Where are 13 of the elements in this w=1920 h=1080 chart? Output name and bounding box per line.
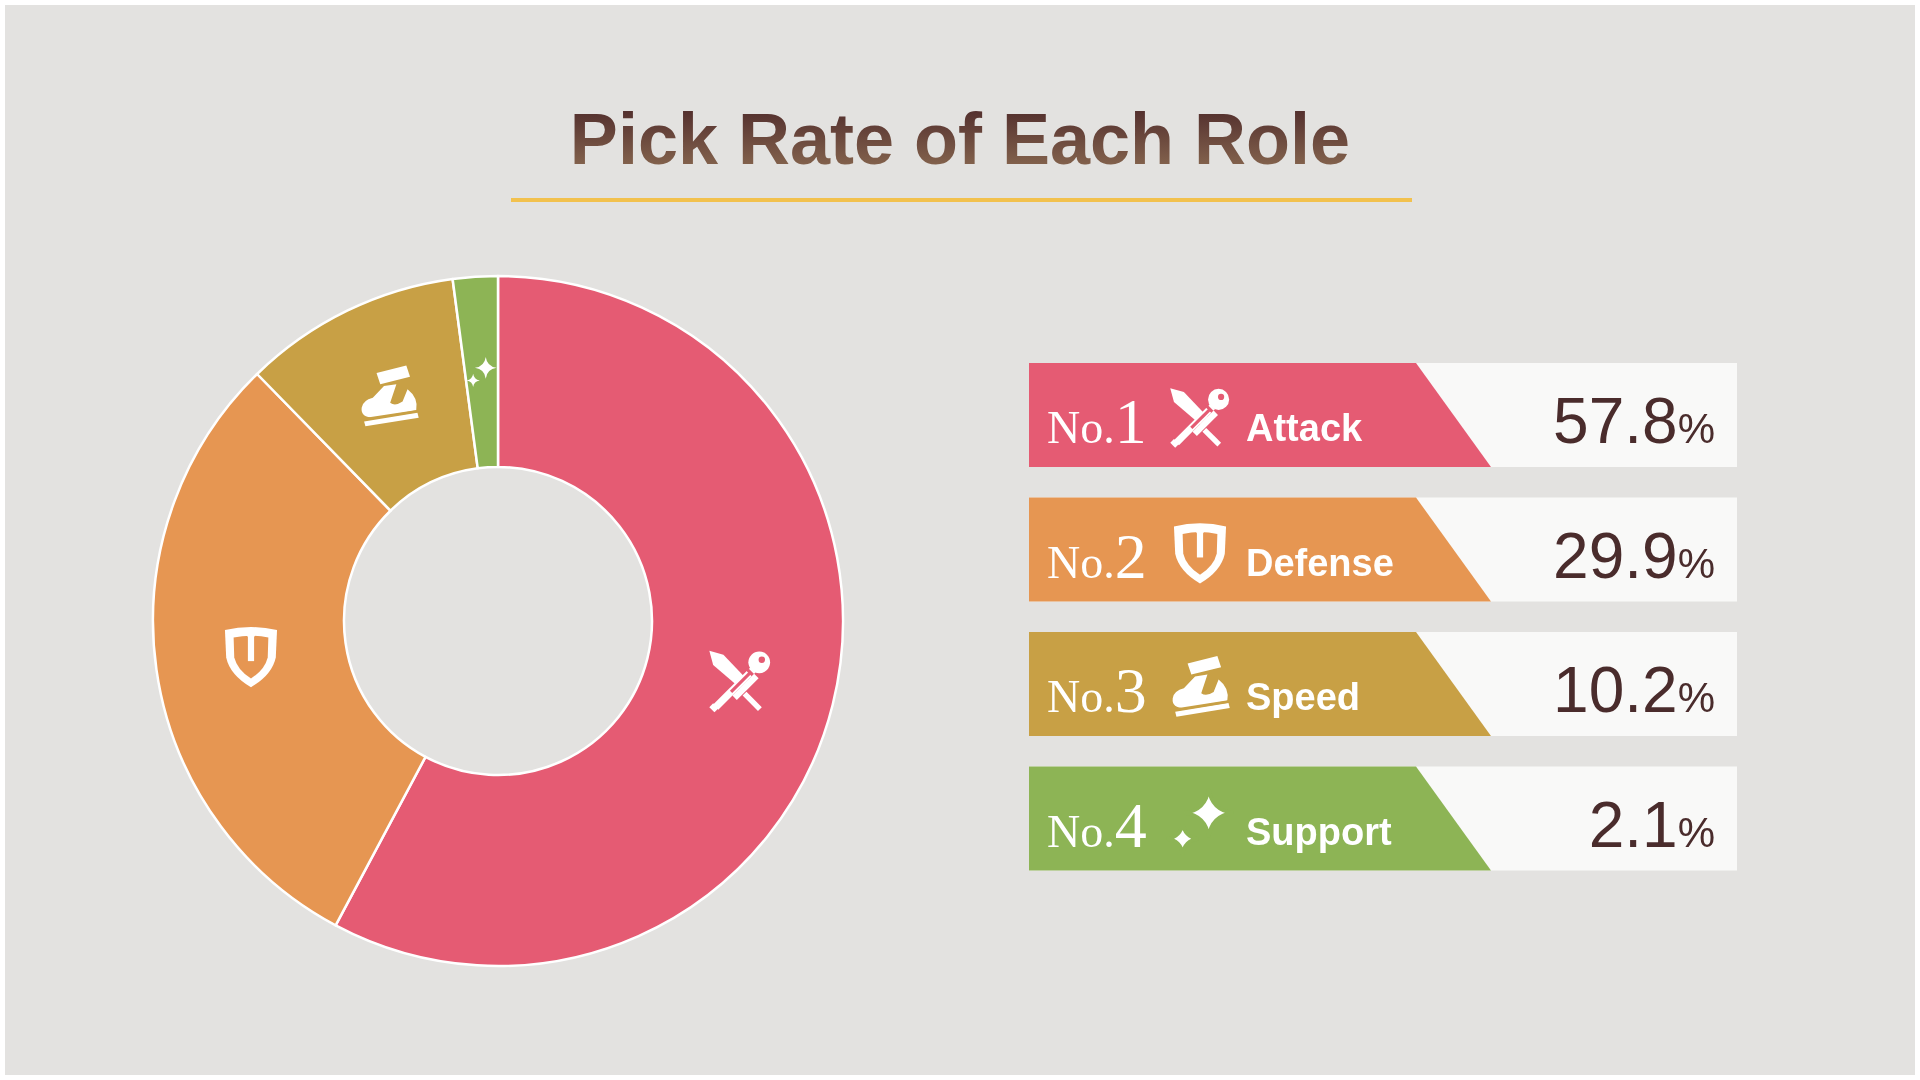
chart-title: Pick Rate of Each Role xyxy=(569,99,1351,179)
text: No.1 xyxy=(1047,386,1147,457)
text: No.3 xyxy=(1047,655,1147,726)
data-label: 29.9% xyxy=(1553,519,1715,592)
data-label: 2.1% xyxy=(1588,788,1715,861)
legend-label: Speed xyxy=(1246,676,1361,718)
legend-label: Defense xyxy=(1246,541,1394,584)
data-label: 10.2% xyxy=(1553,654,1715,726)
text: No.4 xyxy=(1047,789,1147,861)
legend-label: Attack xyxy=(1246,407,1364,449)
legend-label: Support xyxy=(1246,810,1392,853)
data-label: 57.8% xyxy=(1553,385,1715,457)
text: No.2 xyxy=(1047,520,1147,592)
